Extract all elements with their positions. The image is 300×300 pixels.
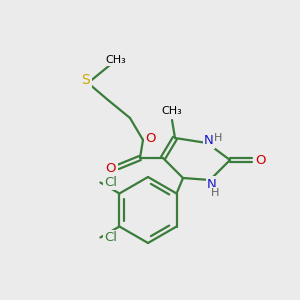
Text: S: S [82, 73, 90, 87]
Text: O: O [146, 131, 156, 145]
Text: O: O [255, 154, 265, 166]
Text: H: H [211, 188, 219, 198]
Text: Cl: Cl [104, 231, 117, 244]
Text: N: N [207, 178, 217, 190]
Text: CH₃: CH₃ [106, 55, 126, 65]
Text: Cl: Cl [104, 176, 117, 189]
Text: O: O [106, 161, 116, 175]
Text: N: N [204, 134, 214, 148]
Text: CH₃: CH₃ [162, 106, 182, 116]
Text: H: H [214, 133, 222, 143]
